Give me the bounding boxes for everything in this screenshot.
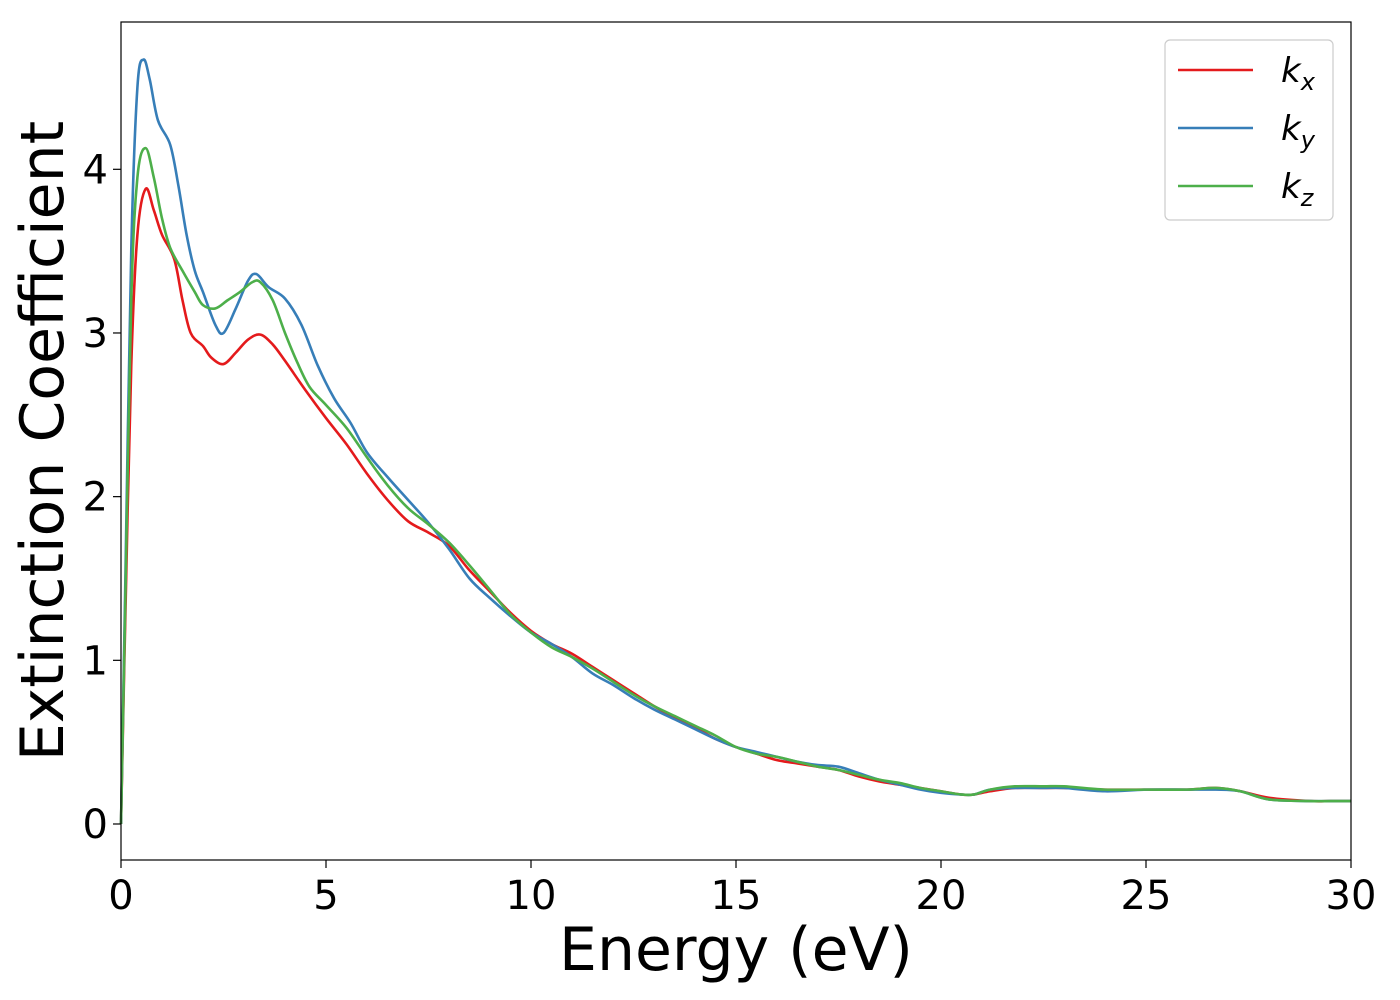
x-tick-label: 30 bbox=[1326, 873, 1377, 919]
legend-box bbox=[1164, 39, 1334, 221]
x-axis-title: Energy (eV) bbox=[559, 915, 913, 985]
y-tick-label: 0 bbox=[83, 802, 108, 848]
x-tick-label: 20 bbox=[916, 873, 967, 919]
legend-label-kx: kx bbox=[1281, 51, 1316, 96]
plot-lines bbox=[119, 58, 1351, 825]
y-tick-label: 1 bbox=[83, 638, 108, 684]
x-tick-label: 5 bbox=[313, 873, 338, 919]
x-axis-ticks: 0 5 10 15 20 25 30 bbox=[108, 860, 1376, 919]
legend-subscript: y bbox=[1300, 126, 1316, 154]
y-axis-title: Extinction Coefficient bbox=[8, 121, 78, 761]
x-tick-label: 15 bbox=[711, 873, 762, 919]
series-line-kz bbox=[119, 146, 1351, 825]
y-tick-label: 4 bbox=[83, 147, 108, 193]
x-tick-label: 0 bbox=[108, 873, 133, 919]
y-tick-label: 3 bbox=[83, 311, 108, 357]
x-tick-label: 10 bbox=[506, 873, 557, 919]
legend-subscript: x bbox=[1300, 68, 1316, 96]
legend-subscript: z bbox=[1300, 184, 1315, 212]
y-tick-label: 2 bbox=[83, 475, 108, 521]
x-tick-label: 25 bbox=[1121, 873, 1172, 919]
legend-label-ky: ky bbox=[1281, 109, 1316, 154]
y-axis-ticks: 0 1 2 3 4 bbox=[83, 147, 121, 848]
